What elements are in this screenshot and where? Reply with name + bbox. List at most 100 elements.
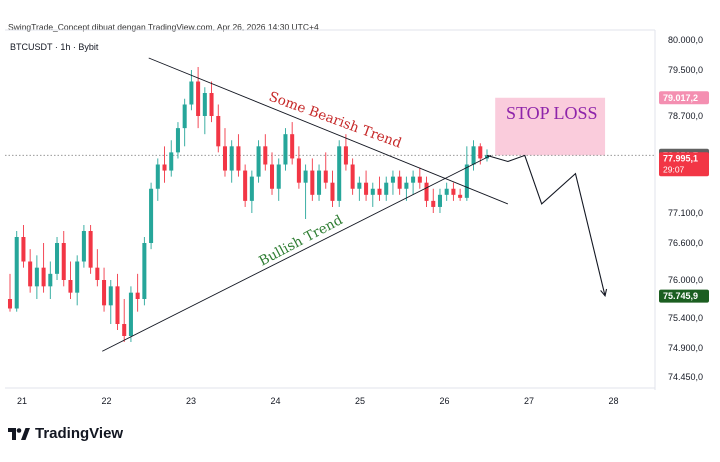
candle-body bbox=[61, 243, 66, 280]
candle-body bbox=[269, 164, 275, 189]
x-tick-label: 26 bbox=[439, 396, 449, 406]
y-tick-label: 76.600,0 bbox=[668, 238, 703, 248]
candle-body bbox=[370, 188, 375, 195]
candle-body bbox=[95, 267, 100, 280]
candle-body bbox=[404, 182, 409, 189]
symbol-label: BTCUSDT · 1h · Bybit bbox=[10, 42, 99, 52]
y-tick-label: 74.450,0 bbox=[668, 372, 703, 382]
candle-body bbox=[424, 182, 429, 201]
candle-body bbox=[390, 176, 395, 183]
price-label-box bbox=[659, 152, 709, 177]
candle-body bbox=[55, 243, 60, 274]
candle-body bbox=[75, 261, 80, 293]
candle-body bbox=[263, 146, 268, 165]
candle-body bbox=[14, 237, 19, 309]
candle-body bbox=[337, 146, 342, 201]
candle-body bbox=[471, 146, 476, 165]
candle-body bbox=[323, 170, 328, 183]
candle-body bbox=[437, 194, 442, 207]
tradingview-logo[interactable]: TradingView bbox=[8, 425, 123, 442]
x-tick-label: 28 bbox=[608, 396, 618, 406]
y-tick-label: 79.500,0 bbox=[668, 65, 703, 75]
y-tick-label: 75.400,0 bbox=[668, 313, 703, 323]
candle-body bbox=[431, 200, 436, 207]
price-label: 77.995,1 bbox=[663, 154, 698, 164]
candle-body bbox=[81, 231, 86, 262]
candle-body bbox=[283, 134, 288, 165]
x-tick-label: 25 bbox=[355, 396, 365, 406]
price-label-countdown: 29:07 bbox=[663, 165, 685, 175]
candle-body bbox=[397, 176, 402, 189]
candle-body bbox=[236, 146, 241, 171]
candle-body bbox=[149, 188, 154, 243]
candle-body bbox=[256, 146, 261, 177]
candle-body bbox=[350, 164, 355, 189]
candle-body bbox=[303, 170, 308, 183]
candle-body bbox=[357, 182, 362, 189]
candle-body bbox=[28, 261, 33, 287]
price-label-box bbox=[659, 289, 709, 303]
y-tick-label: 77.100,0 bbox=[668, 208, 703, 218]
bullish-trendline bbox=[102, 155, 492, 352]
candle-body bbox=[243, 170, 248, 201]
candle-body bbox=[196, 81, 201, 116]
candle-body bbox=[7, 299, 13, 309]
candle-body bbox=[41, 267, 46, 287]
candle-body bbox=[222, 146, 228, 171]
x-tick-label: 23 bbox=[186, 396, 196, 406]
candle-body bbox=[290, 134, 295, 159]
x-tick-label: 22 bbox=[101, 396, 111, 406]
price-label-box bbox=[659, 91, 709, 105]
candle-body bbox=[216, 116, 221, 147]
candle-body bbox=[343, 146, 348, 165]
candle-body bbox=[108, 286, 113, 306]
candle-body bbox=[417, 176, 422, 183]
tradingview-logo-icon bbox=[8, 427, 30, 440]
candle-body bbox=[202, 93, 207, 116]
candle-body bbox=[310, 170, 315, 195]
candle-body bbox=[115, 286, 120, 324]
tradingview-logo-text: TradingView bbox=[35, 425, 124, 442]
candle-body bbox=[135, 292, 140, 299]
candle-body bbox=[21, 237, 26, 262]
candle-body bbox=[229, 146, 234, 171]
candle-body bbox=[451, 188, 456, 195]
candle-body bbox=[155, 164, 160, 189]
candle-body bbox=[317, 170, 322, 195]
x-tick-label: 24 bbox=[270, 396, 280, 406]
candle-body bbox=[102, 280, 107, 306]
stop-loss-label: STOP LOSS bbox=[506, 103, 598, 123]
y-tick-label: 76.000,0 bbox=[668, 275, 703, 285]
candle-body bbox=[377, 188, 382, 195]
x-tick-label: 27 bbox=[524, 396, 534, 406]
price-label: 79.017,2 bbox=[663, 93, 698, 103]
candle-body bbox=[175, 128, 180, 153]
projection-path bbox=[486, 154, 606, 296]
x-tick-label: 21 bbox=[17, 396, 27, 406]
candle-body bbox=[189, 81, 194, 105]
candle-body bbox=[458, 194, 463, 198]
price-label: 75.745,9 bbox=[663, 291, 698, 301]
y-tick-label: 80.000,0 bbox=[668, 35, 703, 45]
candle-body bbox=[169, 152, 174, 171]
candle-body bbox=[128, 292, 133, 336]
candle-body bbox=[122, 324, 127, 336]
candle-body bbox=[296, 158, 301, 183]
chart-attribution: SwingTrade_Concept dibuat dengan Trading… bbox=[8, 22, 319, 32]
stop-loss-zone bbox=[495, 97, 606, 156]
candle-body bbox=[330, 182, 335, 201]
candle-body bbox=[411, 176, 416, 183]
bullish-trend-label: Bullish Trend bbox=[256, 212, 345, 270]
candle-body bbox=[464, 164, 469, 198]
candle-body bbox=[364, 182, 369, 195]
candle-body bbox=[478, 146, 483, 159]
candle-body bbox=[249, 176, 254, 201]
y-tick-label: 74.900,0 bbox=[668, 343, 703, 353]
candle-body bbox=[384, 182, 389, 195]
bearish-trendline bbox=[148, 57, 509, 205]
candle-body bbox=[444, 188, 449, 195]
candle-body bbox=[182, 104, 187, 129]
candle-body bbox=[142, 243, 147, 299]
y-tick-label: 78.700,0 bbox=[668, 111, 703, 121]
